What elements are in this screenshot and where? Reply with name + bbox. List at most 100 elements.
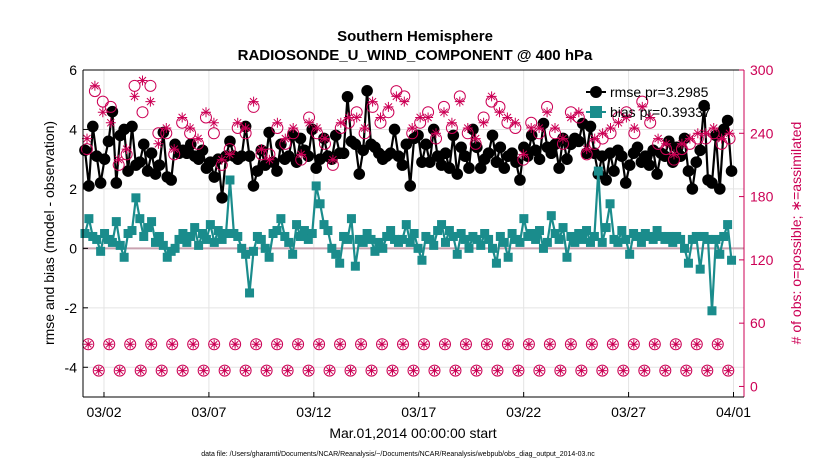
- assimilated-point: [169, 144, 180, 155]
- assimilated-point: [415, 112, 426, 123]
- assimilated-point: [597, 128, 608, 139]
- assimilated-point: [129, 91, 140, 102]
- bias-point: [495, 231, 505, 241]
- assimilated-point: [320, 133, 330, 144]
- rmse-point: [533, 153, 546, 165]
- bias-point: [225, 175, 235, 185]
- bias-point: [562, 252, 572, 262]
- y-tick-label: 2: [69, 181, 77, 197]
- assimilated-point: [201, 107, 211, 118]
- bias-point: [119, 252, 129, 262]
- assimilated-point: [716, 133, 727, 144]
- rmse-point: [126, 120, 138, 133]
- x-tick-label: 03/07: [191, 404, 226, 420]
- low-obs-asterisk: [251, 339, 261, 349]
- assimilated-point: [312, 123, 322, 133]
- low-obs-point: [564, 338, 577, 351]
- low-obs-point: [323, 364, 336, 377]
- axes: [82, 69, 745, 398]
- rmse-point: [353, 168, 366, 180]
- low-obs-point: [596, 364, 609, 377]
- bias-point: [480, 229, 490, 238]
- bias-point: [264, 252, 274, 262]
- bias-point: [703, 234, 713, 244]
- assimilated-point: [565, 112, 576, 123]
- low-obs-point: [438, 338, 451, 351]
- low-obs-point: [701, 364, 714, 377]
- low-obs-point: [459, 338, 472, 351]
- low-obs-point: [124, 338, 137, 351]
- rmse-point: [447, 129, 460, 142]
- low-obs-asterisk: [713, 339, 723, 349]
- low-obs-asterisk: [293, 339, 303, 349]
- bias-point: [570, 237, 580, 247]
- low-obs-asterisk: [283, 366, 293, 376]
- rmse-point: [639, 150, 652, 163]
- bias-point: [307, 229, 317, 238]
- bias-point: [546, 211, 556, 221]
- assimilated-point: [216, 154, 227, 165]
- rmse-point: [98, 153, 111, 165]
- assimilated-point: [573, 107, 584, 118]
- low-obs-asterisk: [650, 339, 660, 349]
- possible-point: [152, 127, 165, 140]
- low-obs-asterisk: [681, 366, 691, 376]
- assimilated-point: [288, 123, 299, 133]
- low-obs-point: [480, 338, 493, 351]
- bias-point: [593, 166, 603, 176]
- low-obs-point: [533, 364, 546, 377]
- low-obs-point: [134, 364, 147, 377]
- low-obs-asterisk: [304, 366, 314, 376]
- bias-point: [370, 246, 380, 256]
- assimilated-point: [343, 112, 354, 123]
- rmse-point: [455, 141, 467, 154]
- rmse-point: [216, 192, 228, 204]
- rmse-point: [404, 180, 417, 192]
- bias-point: [605, 199, 615, 209]
- assimilated-point: [121, 144, 132, 155]
- assimilated-point: [462, 123, 473, 133]
- bias-point: [158, 240, 168, 250]
- bias-point: [507, 229, 517, 238]
- rmse-point: [349, 138, 362, 151]
- rmse-point: [561, 153, 573, 165]
- rmse-point: [341, 90, 354, 103]
- bias-point: [472, 234, 482, 244]
- x-tick-label: 04/01: [716, 404, 751, 420]
- bias-point: [448, 231, 458, 241]
- low-obs-point: [659, 364, 672, 377]
- rmse-point: [721, 114, 734, 127]
- low-obs-point: [606, 338, 619, 351]
- low-obs-asterisk: [157, 366, 167, 376]
- assimilated-point: [661, 138, 672, 149]
- low-obs-point: [166, 338, 179, 351]
- rmse-point: [424, 156, 436, 168]
- bias-point: [386, 226, 396, 236]
- x-axis-label: Mar.01,2014 00:00:00 start: [329, 425, 496, 441]
- rmse-line: [83, 90, 733, 198]
- rmse-point: [208, 171, 221, 183]
- assimilated-point: [264, 154, 275, 165]
- bias-point: [488, 243, 498, 253]
- y-axis-label: rmse and bias (model - observation): [41, 121, 57, 345]
- assimilated-point: [542, 107, 553, 118]
- low-obs-point: [617, 364, 630, 377]
- low-obs-asterisk: [398, 339, 408, 349]
- low-obs-asterisk: [513, 366, 523, 376]
- assimilated-point: [486, 91, 497, 102]
- rmse-point: [471, 141, 483, 154]
- low-obs-asterisk: [188, 339, 198, 349]
- bias-point: [366, 234, 376, 244]
- low-obs-asterisk: [492, 366, 502, 376]
- low-obs-asterisk: [660, 366, 670, 376]
- assimilated-point: [359, 123, 370, 133]
- assimilated-point: [391, 91, 402, 102]
- rmse-point: [553, 162, 565, 174]
- low-obs-point: [669, 338, 682, 351]
- bias-point: [241, 249, 251, 259]
- low-obs-point: [648, 338, 661, 351]
- assimilated-point: [708, 123, 719, 133]
- bias-point: [437, 220, 447, 230]
- y2-tick-label: 60: [750, 315, 766, 331]
- rmse-point: [149, 168, 162, 180]
